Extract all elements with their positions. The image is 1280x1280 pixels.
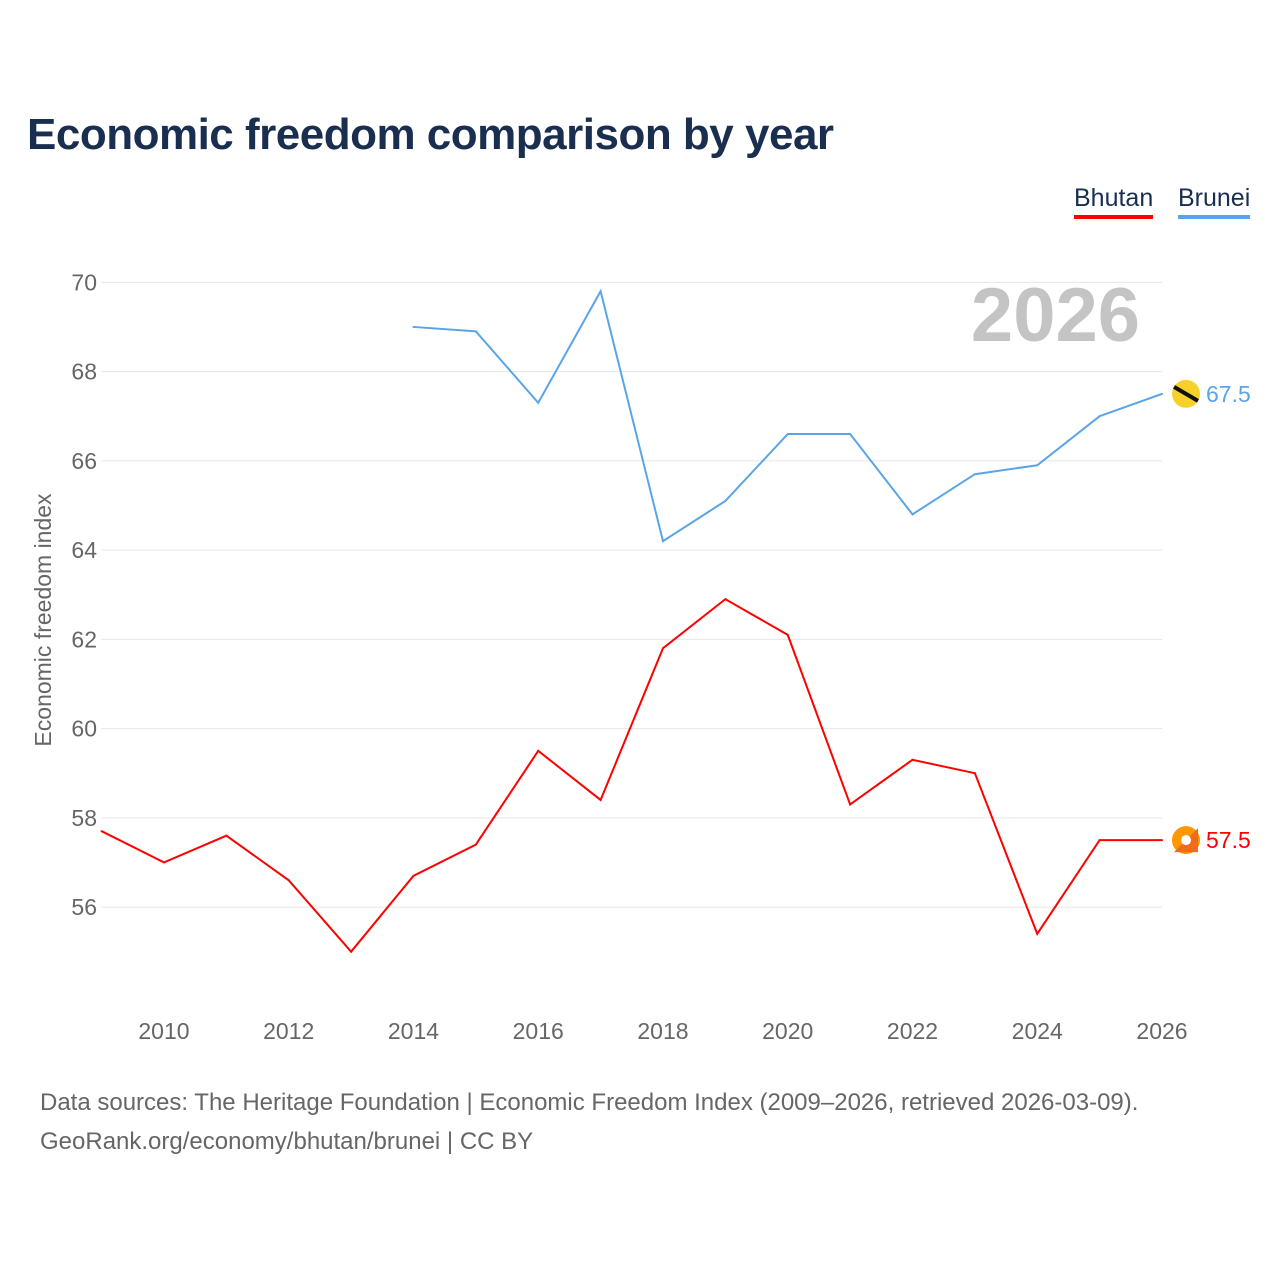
end-value-label: 57.5 [1206, 827, 1251, 853]
data-point [474, 843, 477, 846]
data-point [412, 874, 415, 877]
data-point [786, 433, 789, 436]
data-point [599, 290, 602, 293]
data-point [849, 803, 852, 806]
data-point [1161, 839, 1163, 842]
data-point [724, 598, 727, 601]
data-point [661, 540, 664, 543]
data-point [849, 433, 852, 436]
x-tick-label: 2026 [1136, 1018, 1187, 1044]
data-point [474, 330, 477, 333]
data-point [350, 950, 353, 953]
data-point [1098, 415, 1101, 418]
x-tick-label: 2020 [762, 1018, 813, 1044]
data-point [661, 647, 664, 650]
flag-dragon [1181, 835, 1191, 846]
y-tick-label: 60 [71, 716, 97, 742]
x-tick-label: 2014 [388, 1018, 439, 1044]
data-point [287, 879, 290, 882]
year-watermark: 2026 [971, 273, 1140, 358]
data-point [973, 772, 976, 775]
source-line-1: Data sources: The Heritage Foundation | … [40, 1089, 1139, 1116]
data-point [911, 758, 914, 761]
y-tick-label: 62 [71, 626, 97, 652]
y-tick-label: 68 [71, 359, 97, 385]
data-point [1036, 464, 1039, 467]
y-tick-label: 56 [71, 894, 97, 920]
end-value-label: 67.5 [1206, 381, 1251, 407]
chart-title: Economic freedom comparison by year [27, 110, 834, 159]
data-point [537, 401, 540, 404]
x-tick-label: 2022 [887, 1018, 938, 1044]
data-point [724, 499, 727, 502]
x-tick-label: 2018 [637, 1018, 688, 1044]
x-tick-label: 2010 [138, 1018, 189, 1044]
series-line-bhutan [101, 597, 1162, 954]
data-point [1098, 839, 1101, 842]
x-tick-label: 2024 [1012, 1018, 1063, 1044]
data-point [1036, 932, 1039, 935]
data-point [412, 325, 415, 328]
legend-brunei[interactable]: Brunei [1178, 184, 1251, 219]
legend-bhutan[interactable]: Bhutan [1074, 184, 1154, 219]
y-axis-label: Economic freedom index [30, 493, 56, 747]
y-tick-label: 70 [71, 269, 97, 295]
data-point [1161, 392, 1163, 395]
data-point [973, 473, 976, 476]
flag-stripe [1172, 385, 1200, 403]
x-tick-label: 2016 [513, 1018, 564, 1044]
y-tick-label: 58 [71, 805, 97, 831]
y-tick-label: 66 [71, 448, 97, 474]
data-point [537, 749, 540, 752]
data-point [162, 861, 165, 864]
y-tick-label: 64 [71, 537, 97, 563]
data-point [225, 834, 228, 837]
source-line-2: GeoRank.org/economy/bhutan/brunei | CC B… [40, 1128, 534, 1155]
x-tick-label: 2012 [263, 1018, 314, 1044]
data-point [599, 798, 602, 801]
data-point [911, 513, 914, 516]
data-point [786, 633, 789, 636]
data-point [100, 830, 103, 833]
